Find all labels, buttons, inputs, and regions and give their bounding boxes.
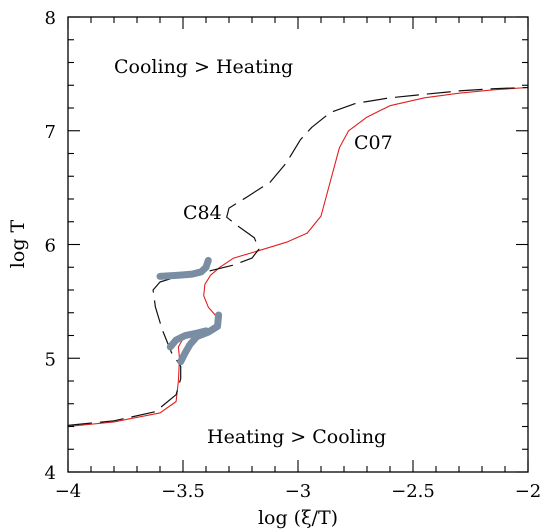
annotation-heating-cooling: Heating > Cooling xyxy=(207,426,386,448)
annotation-c07: C07 xyxy=(354,132,393,154)
highlight-segment-4 xyxy=(156,256,212,280)
tick-labels: −4 −3.5 −3 −2.5 −2 4 5 6 7 8 xyxy=(45,8,542,502)
y-tick-label: 5 xyxy=(45,349,56,370)
annotation-cooling-heating: Cooling > Heating xyxy=(114,56,293,78)
x-tick-label: −2.5 xyxy=(391,481,435,502)
y-axis-label: log T xyxy=(7,219,29,268)
ticks-layer xyxy=(67,16,529,473)
x-tick-label: −4 xyxy=(55,481,82,502)
y-tick-label: 4 xyxy=(45,463,56,484)
plot-frame xyxy=(67,16,529,473)
highlight-segment-3 xyxy=(166,327,210,351)
x-tick-label: −2 xyxy=(515,481,542,502)
series-c84-line xyxy=(67,86,529,426)
y-tick-label: 8 xyxy=(45,8,56,29)
x-tick-label: −3 xyxy=(285,481,312,502)
series-layer xyxy=(67,86,529,428)
x-axis-label: log (ξ/T) xyxy=(258,507,338,529)
x-tick-label: −3.5 xyxy=(161,481,205,502)
series-c07-line xyxy=(67,86,529,428)
y-tick-label: 7 xyxy=(45,122,56,143)
y-tick-label: 6 xyxy=(45,236,56,257)
annotation-c84: C84 xyxy=(183,202,222,224)
